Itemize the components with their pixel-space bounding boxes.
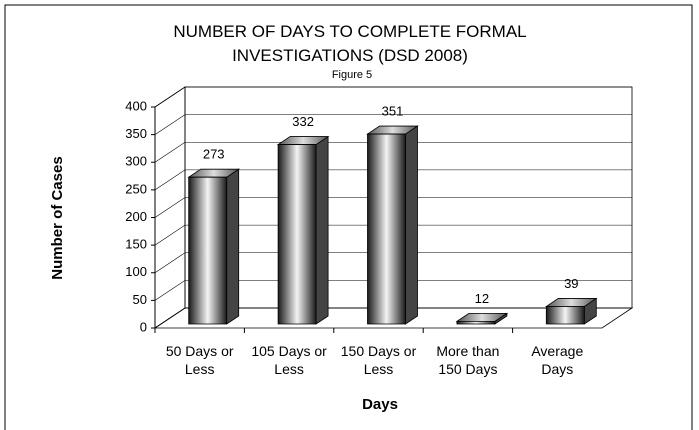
grid-line (154, 280, 632, 301)
grid-line (154, 169, 632, 191)
value-label: 12 (475, 291, 489, 306)
x-tick-label: 105 Days or Less (251, 343, 327, 377)
y-tick-label: 200 (125, 209, 147, 224)
grid-line (154, 224, 632, 246)
y-tick-label: 50 (133, 292, 147, 307)
x-tick-label: 150 Days or Less (340, 343, 417, 377)
frame (4, 4, 693, 430)
chart-title: NUMBER OF DAYS TO COMPLETE FORMAL INVEST… (173, 22, 527, 65)
grid-line (154, 252, 632, 273)
y-tick-label: 0 (140, 319, 147, 334)
y-tick-label: 300 (125, 154, 147, 169)
bar-front (367, 133, 406, 325)
subtitle: Figure 5 (332, 69, 372, 81)
grid-line (154, 307, 632, 329)
grid-line (154, 141, 632, 163)
value-label: 39 (564, 276, 578, 291)
bar-side (226, 168, 240, 325)
y-axis-label: Number of Cases (49, 156, 66, 279)
bar (187, 168, 241, 325)
y-tick-label: 100 (125, 264, 147, 279)
bar-front (277, 144, 317, 325)
x-tick-label: Average Days (531, 343, 584, 377)
y-tick-label: 350 (125, 126, 147, 141)
bar-front (188, 176, 228, 325)
bar-side (315, 135, 329, 325)
bar (455, 312, 509, 325)
bar-front (545, 306, 585, 325)
y-tick-label: 250 (125, 181, 147, 196)
grid-line (154, 114, 632, 135)
bar (366, 125, 419, 325)
bar-front (456, 320, 496, 325)
y-tick-label: 150 (125, 237, 147, 252)
bar (276, 135, 330, 325)
x-tick-label: 50 Days or Less (165, 343, 234, 377)
x-tick-label: More than 150 Days (436, 343, 500, 377)
value-label: 273 (203, 147, 225, 162)
value-label: 332 (292, 114, 314, 129)
grid-line (154, 86, 632, 108)
value-label: 351 (382, 104, 404, 119)
grid-line (154, 197, 632, 218)
bar-side (405, 125, 418, 325)
y-tick-label: 400 (125, 98, 147, 113)
bar (544, 297, 598, 325)
x-axis-label: Days (362, 396, 398, 413)
